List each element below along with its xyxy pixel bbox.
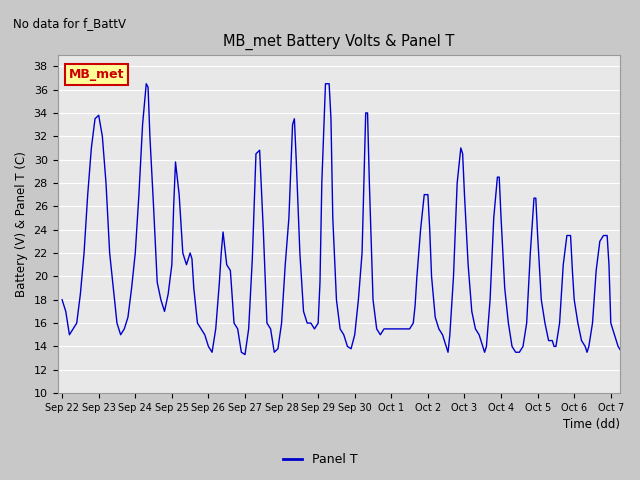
Legend: Panel T: Panel T: [278, 448, 362, 471]
Text: No data for f_BattV: No data for f_BattV: [13, 17, 126, 30]
Title: MB_met Battery Volts & Panel T: MB_met Battery Volts & Panel T: [223, 34, 454, 50]
Text: MB_met: MB_met: [68, 68, 124, 81]
X-axis label: Time (dd): Time (dd): [563, 419, 620, 432]
Y-axis label: Battery (V) & Panel T (C): Battery (V) & Panel T (C): [15, 151, 28, 297]
